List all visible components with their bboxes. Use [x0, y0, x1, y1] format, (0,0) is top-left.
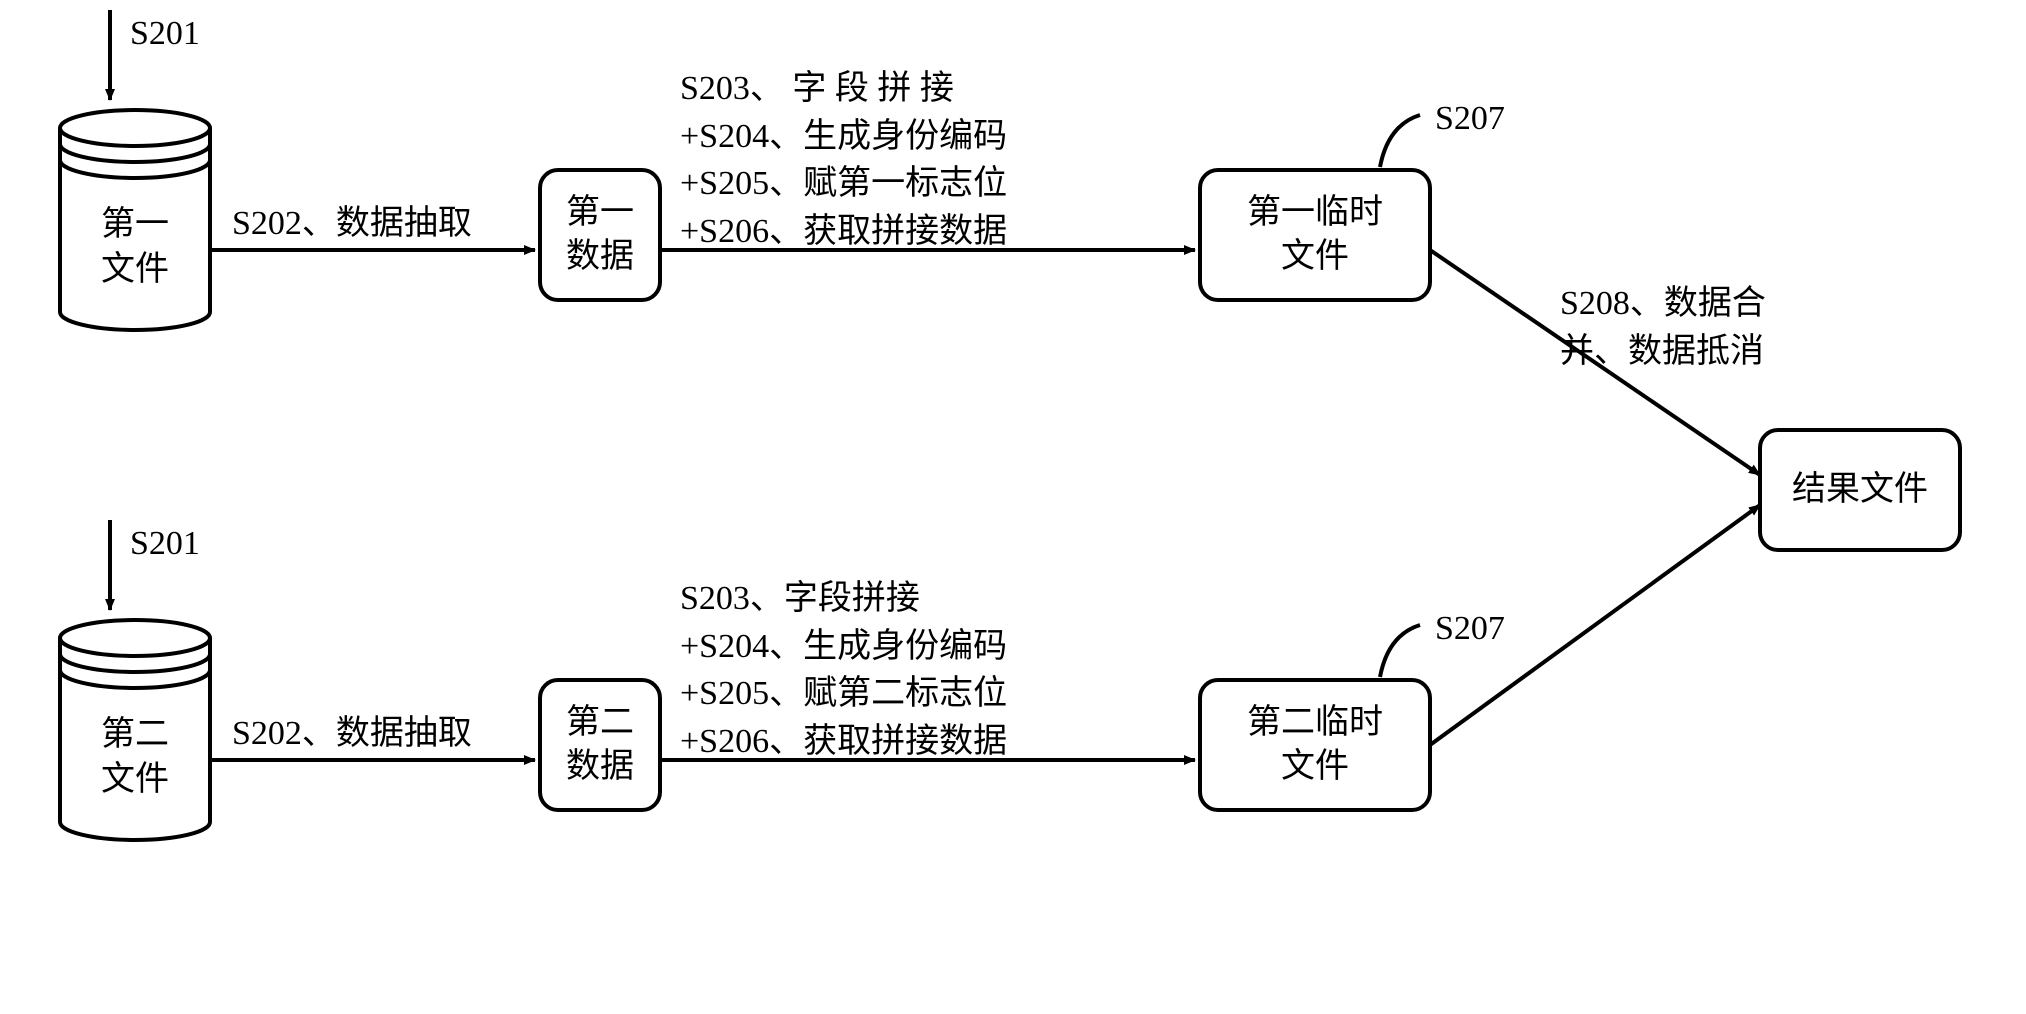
label-lbl_mid2: S203、字段拼接 +S204、生成身份编码 +S205、赋第二标志位 +S20… [680, 575, 1007, 765]
label-lbl_s201a: S201 [130, 10, 200, 58]
node-label-data2: 第二 数据 [540, 680, 660, 810]
label-lbl_mid1: S203、 字 段 拼 接 +S204、生成身份编码 +S205、赋第一标志位 … [680, 65, 1007, 255]
node-label-data1: 第一 数据 [540, 170, 660, 300]
leader-l1 [1380, 115, 1420, 167]
node-label-result: 结果文件 [1760, 430, 1960, 550]
cylinder-top-file1 [60, 110, 210, 146]
node-label-temp2: 第二临时 文件 [1200, 680, 1430, 810]
node-label-file2: 第二 文件 [60, 675, 210, 840]
label-lbl_s202b: S202、数据抽取 [232, 710, 472, 758]
node-label-temp1: 第一临时 文件 [1200, 170, 1430, 300]
label-lbl_s208: S208、数据合 并、数据抵消 [1560, 280, 1766, 375]
label-lbl_s207b: S207 [1435, 605, 1505, 653]
node-label-file1: 第一 文件 [60, 165, 210, 330]
cylinder-top-file2 [60, 620, 210, 656]
label-lbl_s201b: S201 [130, 520, 200, 568]
flowchart-canvas: 第一 文件第二 文件 第一 数据第二 数据 第一临时 文件第二临时 文件 结果文件 S2… [0, 0, 2026, 1014]
svg-layer [0, 0, 2026, 1014]
label-lbl_s202a: S202、数据抽取 [232, 200, 472, 248]
leader-l2 [1380, 625, 1420, 677]
label-lbl_s207a: S207 [1435, 95, 1505, 143]
